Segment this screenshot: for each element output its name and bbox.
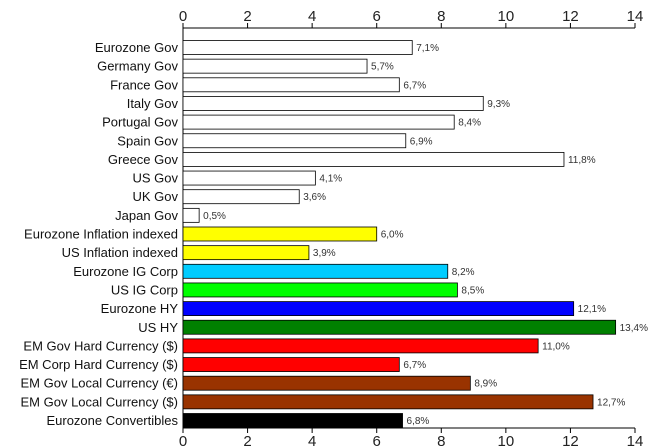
bar — [182, 338, 539, 354]
bars — [182, 40, 617, 428]
data-label: 8,9% — [474, 379, 497, 390]
x-tick-label-top: 0 — [179, 8, 187, 25]
data-label: 6,8% — [407, 416, 430, 427]
data-label: 11,8% — [568, 155, 596, 166]
bar — [182, 170, 316, 186]
category-label: Eurozone Gov — [95, 40, 179, 55]
x-tick-label-top: 10 — [498, 8, 515, 25]
x-tick-label-top: 8 — [437, 8, 445, 25]
bar — [182, 189, 300, 205]
category-label: US IG Corp — [111, 282, 178, 297]
data-label: 6,7% — [403, 80, 426, 91]
data-label: 12,1% — [578, 304, 606, 315]
bar — [182, 40, 413, 55]
x-tick-label-bottom: 10 — [498, 433, 515, 446]
category-label: US HY — [138, 320, 178, 335]
category-label: Eurozone Convertibles — [46, 413, 178, 428]
category-label: Greece Gov — [108, 152, 179, 167]
category-label: Germany Gov — [97, 59, 178, 74]
bar — [182, 319, 617, 335]
data-label: 8,2% — [452, 267, 475, 278]
category-label: Japan Gov — [115, 208, 178, 223]
bar — [182, 114, 455, 130]
category-label: France Gov — [110, 77, 178, 92]
category-label: Spain Gov — [117, 133, 178, 148]
data-label: 13,4% — [620, 323, 648, 334]
category-label: EM Gov Local Currency (€) — [21, 376, 179, 391]
x-axis-top: 0 2 4 6 8 10 12 14 — [179, 8, 644, 428]
x-tick-label-bottom: 6 — [373, 433, 381, 446]
data-label: 11,0% — [542, 341, 570, 352]
category-label: EM Corp Hard Currency ($) — [19, 357, 178, 372]
bar — [182, 245, 310, 261]
x-tick-label-bottom: 8 — [437, 433, 445, 446]
data-label: 4,1% — [319, 174, 342, 185]
data-label: 8,5% — [461, 285, 484, 296]
data-label: 6,9% — [410, 136, 433, 147]
data-label: 7,1% — [416, 43, 439, 54]
bar — [182, 263, 449, 279]
x-tick-label-bottom: 12 — [562, 433, 579, 446]
category-label: Eurozone HY — [101, 301, 179, 316]
bar — [182, 77, 400, 93]
x-tick-label-top: 6 — [373, 8, 381, 25]
bar — [182, 58, 368, 74]
data-label: 0,5% — [203, 211, 226, 222]
bar — [182, 207, 200, 223]
category-label: UK Gov — [132, 189, 178, 204]
bar — [182, 96, 484, 111]
bar — [182, 301, 575, 317]
x-axis-bottom: 0 2 4 6 8 10 12 14 — [179, 427, 644, 446]
x-tick-label-bottom: 0 — [179, 433, 187, 446]
category-label: US Gov — [132, 171, 178, 186]
data-label: 6,0% — [381, 230, 404, 241]
category-label: Eurozone IG Corp — [73, 264, 178, 279]
bar — [182, 133, 407, 149]
value-labels: 7,1% 5,7% 6,7% 9,3% 8,4% 6,9% 11,8% 4,1% 3,6% 0,5… — [203, 43, 648, 427]
bar — [182, 282, 458, 298]
category-label: Eurozone Inflation indexed — [24, 227, 178, 242]
category-label: Italy Gov — [127, 96, 179, 111]
data-label: 6,7% — [403, 360, 426, 371]
bar — [182, 394, 594, 410]
x-tick-label-top: 12 — [562, 8, 579, 25]
category-label: Portugal Gov — [102, 115, 178, 130]
x-tick-label-top: 2 — [243, 8, 251, 25]
data-label: 5,7% — [371, 62, 394, 73]
data-label: 8,4% — [458, 118, 481, 129]
category-labels: Eurozone Gov Germany Gov France Gov Italy G… — [19, 40, 178, 428]
x-tick-label-top: 4 — [308, 8, 316, 25]
x-tick-label-bottom: 14 — [627, 433, 644, 446]
data-label: 3,6% — [303, 192, 326, 203]
bar — [182, 151, 565, 167]
bar — [182, 375, 471, 391]
category-label: US Inflation indexed — [62, 245, 178, 260]
bar — [182, 357, 400, 372]
data-label: 3,9% — [313, 248, 336, 259]
x-tick-label-bottom: 2 — [243, 433, 251, 446]
x-tick-label-top: 14 — [627, 8, 644, 25]
category-label: EM Gov Hard Currency ($) — [23, 338, 178, 353]
data-label: 12,7% — [597, 397, 625, 408]
bar — [182, 226, 378, 242]
data-label: 9,3% — [487, 99, 510, 110]
bar — [182, 413, 403, 428]
category-label: EM Gov Local Currency ($) — [21, 394, 179, 409]
x-tick-label-bottom: 4 — [308, 433, 316, 446]
